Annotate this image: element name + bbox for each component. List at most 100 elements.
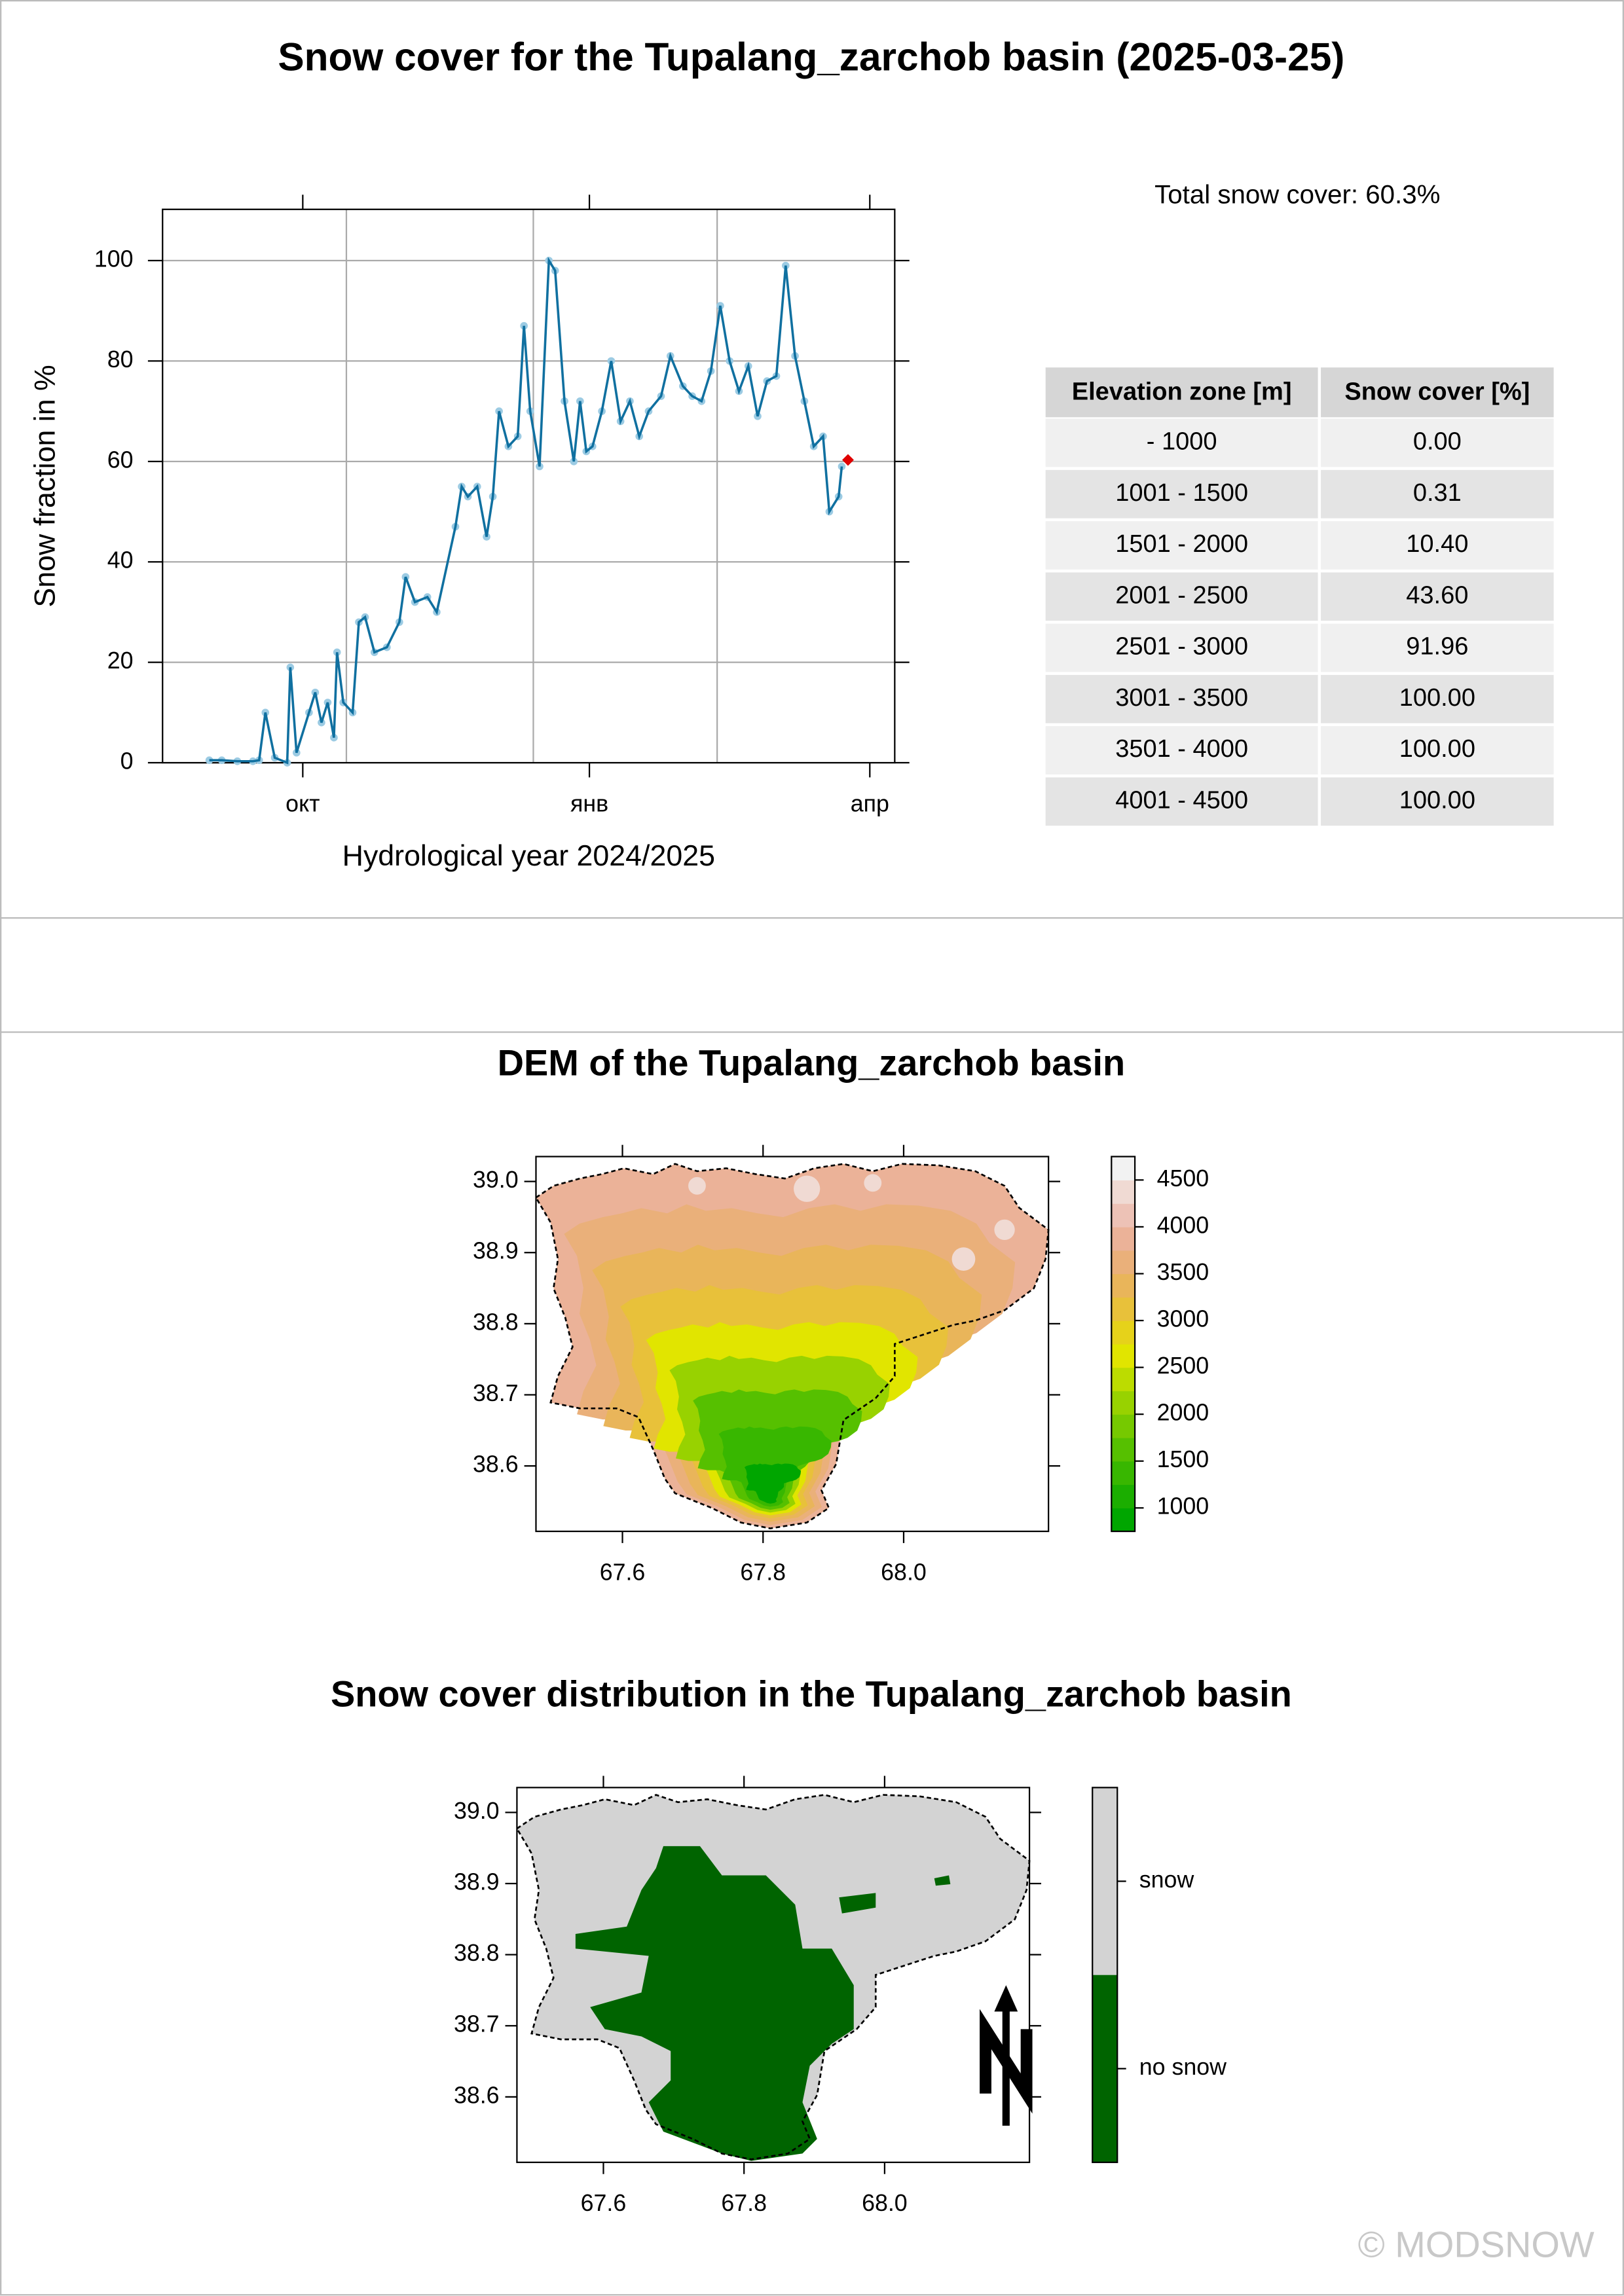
legend-swatch xyxy=(1092,1975,1118,2162)
table-value: 3501 - 4000 xyxy=(1115,735,1248,763)
table-value: 0.31 xyxy=(1413,479,1462,507)
table-cell xyxy=(1045,572,1318,621)
series-line xyxy=(209,257,843,765)
colorbar-band xyxy=(1111,1297,1135,1321)
table-cell xyxy=(1045,418,1318,467)
y-tick-label: 38.7 xyxy=(454,2011,500,2037)
table-cell xyxy=(1321,777,1554,826)
y-tick-label: 39.0 xyxy=(473,1167,519,1193)
high-peak xyxy=(951,1247,976,1271)
table-header: Snow cover [%] xyxy=(1344,378,1530,405)
x-tick-label: 67.8 xyxy=(721,2190,767,2216)
table-value: 91.96 xyxy=(1406,633,1468,661)
table-value: - 1000 xyxy=(1147,428,1217,455)
annotation: Total snow cover: 60.3% xyxy=(1154,179,1440,209)
table-value: 100.00 xyxy=(1399,735,1475,763)
page-title: Snow cover for the Tupalang_zarchob basi… xyxy=(278,35,1344,79)
no-snow-area xyxy=(575,1846,854,2161)
colorbar-band xyxy=(1111,1437,1135,1462)
table-value: 10.40 xyxy=(1406,530,1468,558)
y-tick-label: 20 xyxy=(107,647,134,674)
table-header-cell xyxy=(1045,367,1318,418)
y-tick-label: 38.8 xyxy=(473,1309,519,1335)
table-cell xyxy=(1321,726,1554,774)
colorbar-band xyxy=(1111,1156,1135,1181)
table-value: 100.00 xyxy=(1399,786,1475,814)
colorbar-band xyxy=(1111,1461,1135,1485)
basin-map xyxy=(535,1163,1050,1529)
colorbar-label: 3500 xyxy=(1157,1259,1209,1285)
high-peak xyxy=(994,1219,1015,1241)
colorbar-band xyxy=(1111,1508,1135,1532)
legend-label: snow xyxy=(1139,1867,1194,1893)
x-tick-label: апр xyxy=(851,790,889,816)
y-tick-label: 60 xyxy=(107,446,134,473)
map-frame xyxy=(535,1156,1050,1533)
table-header: Elevation zone [m] xyxy=(1072,378,1292,405)
map-title: DEM of the Tupalang_zarchob basin xyxy=(498,1042,1126,1084)
y-tick-label: 39.0 xyxy=(454,1798,500,1824)
table-cell xyxy=(1045,674,1318,723)
y-tick-label: 38.9 xyxy=(473,1238,519,1264)
colorbar-band xyxy=(1111,1321,1135,1345)
no-snow-area xyxy=(839,1875,951,1914)
x-tick-label: 67.6 xyxy=(581,2190,627,2216)
table-cell xyxy=(1321,469,1554,519)
table-cell xyxy=(1045,623,1318,672)
colorbar-band xyxy=(1111,1273,1135,1298)
table-cell xyxy=(1321,521,1554,570)
y-tick-label: 80 xyxy=(107,346,134,373)
table-value: 100.00 xyxy=(1399,684,1475,712)
high-peak xyxy=(794,1175,821,1202)
x-axis-label: Hydrological year 2024/2025 xyxy=(342,840,715,872)
colorbar-label: 3000 xyxy=(1157,1305,1209,1332)
colorbar-band xyxy=(1111,1180,1135,1204)
current-point xyxy=(842,454,854,466)
plot-frame xyxy=(162,208,896,764)
x-tick-label: окт xyxy=(286,790,320,816)
table-cell xyxy=(1321,623,1554,672)
table-value: 2001 - 2500 xyxy=(1115,581,1248,609)
map-title: Snow cover distribution in the Tupalang_… xyxy=(331,1673,1292,1714)
copyright: © MODSNOW xyxy=(1358,2223,1595,2265)
x-tick-label: 68.0 xyxy=(862,2190,908,2216)
colorbar-band xyxy=(1111,1226,1135,1251)
y-tick-label: 40 xyxy=(107,547,134,574)
colorbar-band xyxy=(1111,1250,1135,1275)
y-tick-label: 100 xyxy=(94,246,134,272)
table-cell xyxy=(1045,777,1318,826)
x-tick-label: 67.6 xyxy=(600,1559,646,1585)
colorbar-label: 2500 xyxy=(1157,1353,1209,1379)
table-cell xyxy=(1045,469,1318,519)
table-value: 1501 - 2000 xyxy=(1115,530,1248,558)
x-tick-label: янв xyxy=(570,790,608,816)
table-value: 43.60 xyxy=(1406,581,1468,609)
table-value: 0.00 xyxy=(1413,428,1462,455)
colorbar-band xyxy=(1111,1203,1135,1228)
high-peak xyxy=(864,1174,882,1192)
data-point xyxy=(205,756,213,765)
y-tick-label: 38.6 xyxy=(454,2082,500,2108)
legend-frame xyxy=(1092,1787,1118,2163)
table-value: 1001 - 1500 xyxy=(1115,479,1248,507)
table-value: 4001 - 4500 xyxy=(1115,786,1248,814)
colorbar-band xyxy=(1111,1484,1135,1508)
y-tick-label: 38.9 xyxy=(454,1868,500,1895)
table-cell xyxy=(1321,674,1554,723)
colorbar-label: 1500 xyxy=(1157,1446,1209,1472)
colorbar-label: 1000 xyxy=(1157,1493,1209,1520)
colorbar-band xyxy=(1111,1414,1135,1438)
basin-map xyxy=(516,1794,1031,2161)
legend-swatch xyxy=(1092,1787,1118,1975)
colorbar-label: 4000 xyxy=(1157,1212,1209,1238)
high-peak xyxy=(688,1176,706,1195)
y-axis-label: Snow fraction in % xyxy=(29,365,61,607)
map-frame xyxy=(516,1787,1031,2163)
table-cell xyxy=(1045,521,1318,570)
y-tick-label: 38.7 xyxy=(473,1380,519,1406)
table-cell xyxy=(1321,572,1554,621)
colorbar-band xyxy=(1111,1367,1135,1392)
y-tick-label: 38.8 xyxy=(454,1940,500,1966)
table-value: 3001 - 3500 xyxy=(1115,684,1248,712)
